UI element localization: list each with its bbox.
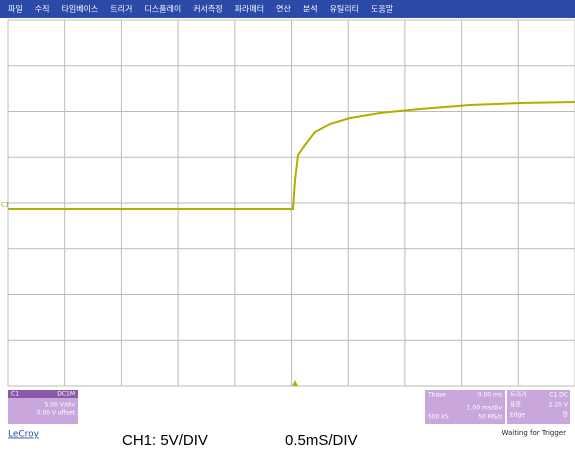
channel-marker: C1 xyxy=(1,202,9,209)
menu-item[interactable]: 타임베이스 xyxy=(61,4,98,14)
menu-item[interactable]: 파일 xyxy=(8,5,23,14)
menu-bar xyxy=(0,0,575,18)
menu-item[interactable]: 수직 xyxy=(35,4,50,14)
menu-item[interactable]: 분석 xyxy=(303,4,318,14)
channel-box-header xyxy=(8,390,78,398)
status: Waiting for Trigger xyxy=(502,429,567,437)
timebase-scale: 1.00 ms/div xyxy=(467,405,503,412)
timebase-delay: 0.00 ms xyxy=(478,392,502,399)
caption-vertical: CH1: 5V/DIV xyxy=(122,432,208,449)
channel-scale: 5.00 V/div xyxy=(45,402,76,409)
trigger-slope: 양 xyxy=(562,411,568,419)
channel-coupling: DC1M xyxy=(57,391,75,398)
brand: LeCroy xyxy=(8,430,40,440)
channel-name: C1 xyxy=(11,391,19,398)
menu-item[interactable]: 디스플레이 xyxy=(144,4,181,14)
timebase-rate: 50 MS/s xyxy=(478,414,502,421)
trigger-source: C1 DC xyxy=(549,392,568,399)
trigger-box xyxy=(507,390,570,424)
timebase-box xyxy=(425,390,505,424)
menu-item[interactable]: 커서측정 xyxy=(193,4,222,14)
menu-item[interactable]: 유틸리티 xyxy=(330,4,359,14)
timebase-label: Tbase xyxy=(427,392,446,399)
menu-item[interactable]: 연산 xyxy=(276,4,291,14)
menu-item[interactable]: 도움말 xyxy=(371,5,394,14)
trigger-label: 트리거 xyxy=(510,391,527,399)
trigger-marker xyxy=(292,380,298,386)
trigger-mode: 표준 xyxy=(510,402,522,409)
channel-offset: 0.00 V offset xyxy=(37,410,76,417)
trigger-level: 2.20 V xyxy=(549,402,569,409)
menu-item[interactable]: 트리거 xyxy=(110,5,132,14)
caption-horizontal: 0.5mS/DIV xyxy=(285,432,358,449)
trigger-type: Edge xyxy=(510,412,525,419)
menu-item[interactable]: 파라메터 xyxy=(235,5,264,14)
waveform-trace xyxy=(8,101,575,210)
timebase-samples: 500 kS xyxy=(428,414,449,421)
